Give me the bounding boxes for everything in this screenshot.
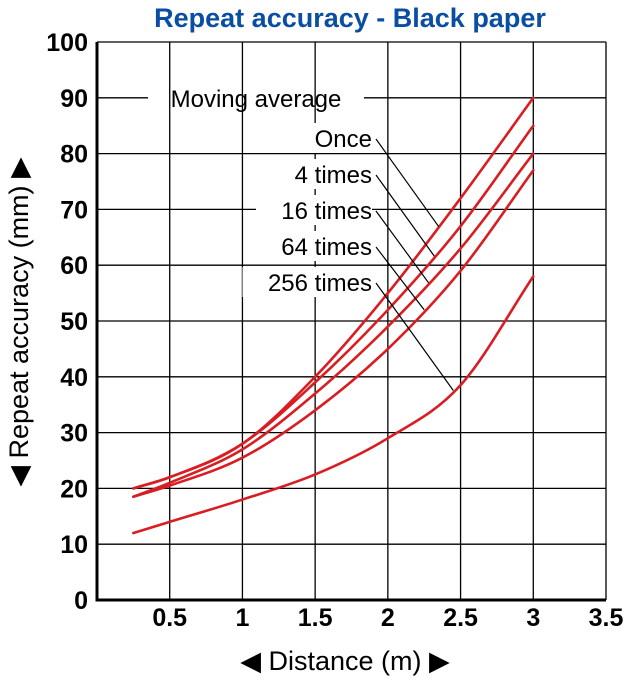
- series-label: 256 times: [268, 270, 372, 297]
- y-tick-label: 70: [60, 196, 88, 224]
- leader-line: [375, 210, 430, 284]
- leader-line: [375, 138, 440, 228]
- series-label: 16 times: [281, 198, 372, 225]
- series-line: [132, 152, 535, 499]
- series-lines: [132, 96, 535, 535]
- leader-line: [375, 282, 454, 391]
- x-tick-label: 1.5: [298, 604, 333, 632]
- x-tick-label: 3: [526, 604, 540, 632]
- series-label-bg: [269, 159, 372, 189]
- chart-title: Repeat accuracy - Black paper: [154, 3, 546, 33]
- y-tick-label: 100: [46, 29, 88, 57]
- series-label: 64 times: [281, 234, 372, 261]
- x-tick-label: 3.5: [589, 604, 624, 632]
- series-label: 4 times: [295, 162, 372, 189]
- x-tick-label: 2.5: [443, 604, 478, 632]
- y-tick-label: 30: [60, 420, 88, 448]
- x-tick-label: 0.5: [152, 604, 187, 632]
- x-tick-label: 2: [381, 604, 395, 632]
- leader-line: [375, 246, 425, 311]
- y-axis-label: ◀ Repeat accuracy (mm) ▶: [4, 157, 34, 487]
- y-tick-label: 80: [60, 141, 88, 169]
- series-line: [132, 169, 535, 499]
- series-label-bg: [256, 231, 372, 261]
- leader-line: [375, 174, 435, 257]
- x-tick-label: 1: [235, 604, 249, 632]
- y-tick-label: 40: [60, 364, 88, 392]
- y-tick-label: 60: [60, 252, 88, 280]
- x-axis-label: ◀ Distance (m) ▶: [240, 646, 450, 676]
- series-annotations: Once 4 times 16 times 64 times 256 times Movi…: [171, 86, 454, 391]
- y-tick-label: 10: [60, 531, 88, 559]
- y-tick-label: 0: [74, 587, 88, 615]
- y-tick-label: 90: [60, 85, 88, 113]
- grid-lines: [97, 41, 607, 600]
- series-label: Once: [315, 126, 372, 153]
- axes: [95, 42, 606, 602]
- series-label-bg: [310, 123, 372, 153]
- series-label-bg: [256, 195, 372, 225]
- tick-labels: 0 10 20 30 40 50 60 70 80 90 100 0.5 1 1.5 2 2.5 3 3.5: [46, 29, 623, 632]
- y-tick-label: 20: [60, 475, 88, 503]
- legend-title: Moving average: [171, 86, 342, 113]
- series-line: [132, 275, 535, 535]
- y-tick-label: 50: [60, 308, 88, 336]
- series-label-bg: [242, 267, 372, 297]
- series-line: [132, 124, 535, 490]
